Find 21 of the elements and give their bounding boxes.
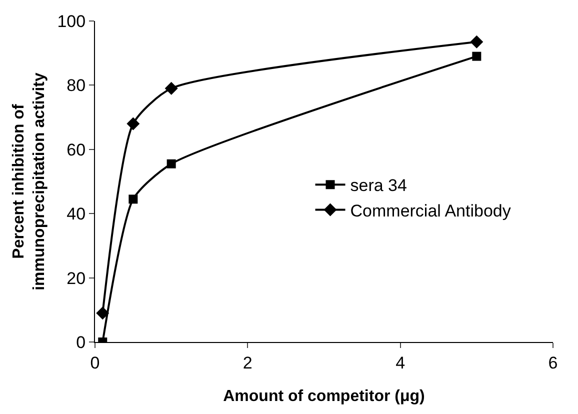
point (128, 194, 138, 204)
x-axis-title: Amount of competitor (μg) (223, 388, 425, 406)
y-tick-label: 0 (76, 332, 86, 352)
point (96, 306, 110, 320)
point (470, 35, 484, 48)
point (164, 82, 178, 95)
x-tick-label: 4 (396, 353, 406, 372)
y-tick-label: 60 (66, 140, 86, 160)
x-tick-label: 0 (90, 353, 100, 372)
point (472, 52, 482, 61)
legend-label: sera 34 (350, 176, 407, 196)
x-tick-label: 6 (548, 353, 558, 372)
y-tick-label: 80 (66, 76, 86, 96)
y-tick-label: 20 (66, 268, 86, 288)
point (126, 117, 140, 130)
point (166, 159, 176, 168)
legend-label: Commercial Antibody (350, 201, 512, 220)
x-tick-label: 2 (242, 353, 252, 372)
y-axis-title: Percent inhibition of immunoprecipitation activity (10, 72, 48, 290)
y-tick-label: 40 (66, 204, 86, 224)
y-tick-label: 100 (57, 12, 86, 31)
